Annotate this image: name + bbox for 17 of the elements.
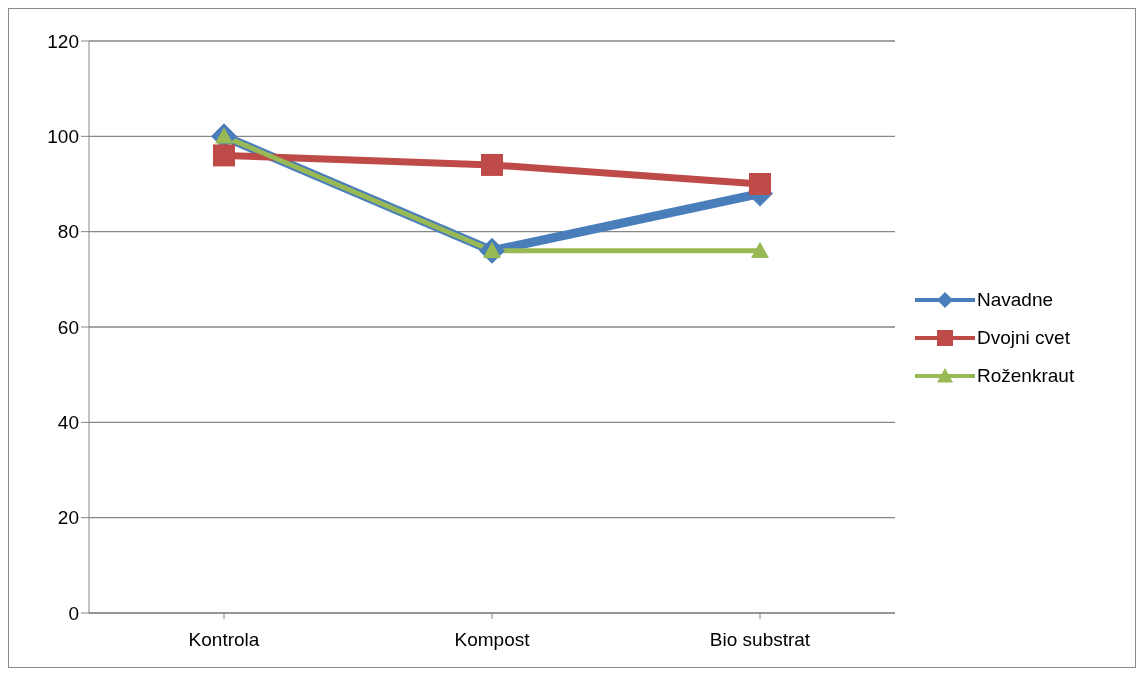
point <box>481 153 503 176</box>
y-tick-label: 60 <box>57 316 79 338</box>
y-tick-label: 80 <box>57 221 79 243</box>
y-tick-label: 20 <box>57 507 79 529</box>
y-tick-label: 40 <box>57 412 79 434</box>
legend-label: Roženkraut <box>977 365 1075 387</box>
point <box>749 173 771 195</box>
x-tick-label: Kompost <box>454 629 531 651</box>
point <box>213 144 235 167</box>
legend-label: Dvojni cvet <box>977 327 1070 349</box>
legend-label: Navadne <box>977 289 1054 311</box>
x-tick-label: Bio substrat <box>709 629 811 651</box>
y-tick-label: 100 <box>47 126 79 148</box>
point <box>751 241 769 258</box>
y-tick-label: 0 <box>68 602 79 624</box>
y-tick-label: 120 <box>47 30 79 52</box>
x-tick-label: Kontrola <box>188 629 260 651</box>
